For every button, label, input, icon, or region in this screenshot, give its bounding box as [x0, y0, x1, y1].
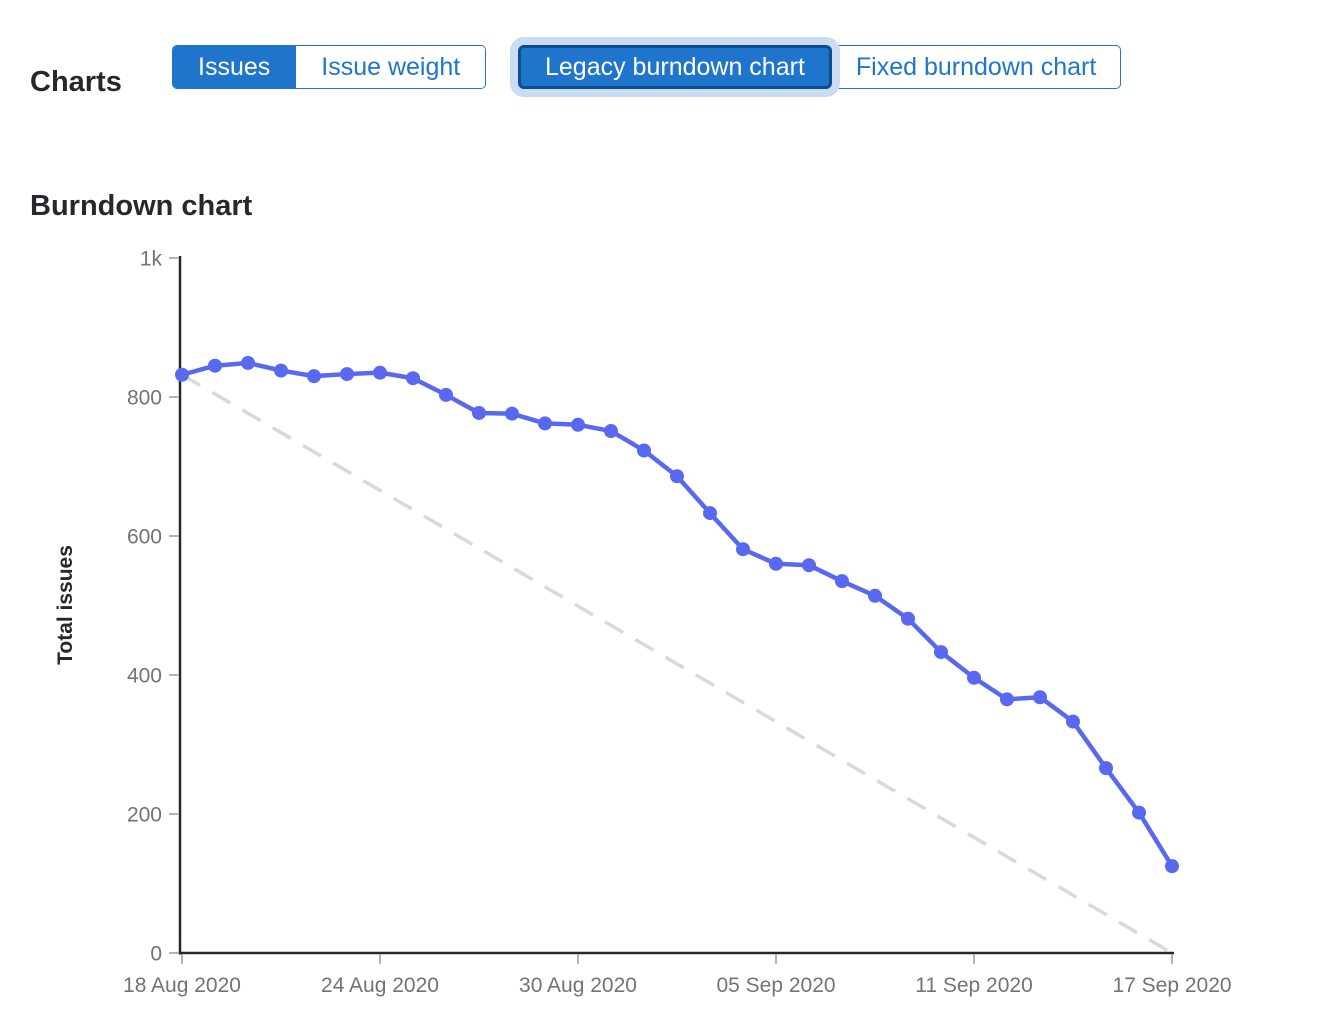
data-point[interactable] [835, 574, 849, 589]
burndown-line [179, 360, 1175, 869]
data-point[interactable] [571, 417, 585, 432]
data-point[interactable] [1165, 859, 1179, 874]
burndown-chart: 0 200 400 600 800 1k 18 Aug 2020 24 Aug 2020 30 … [54, 248, 1232, 998]
y-tick-label: 400 [127, 665, 162, 688]
data-point[interactable] [373, 365, 387, 380]
data-point[interactable] [208, 358, 222, 373]
data-point[interactable] [967, 670, 981, 685]
burndown-type-toggle: Legacy burndown chart Fixed burndown cha… [518, 45, 1122, 89]
data-point[interactable] [505, 406, 519, 421]
data-point[interactable] [1066, 714, 1080, 729]
data-point[interactable] [472, 405, 486, 420]
data-point[interactable] [670, 469, 684, 484]
x-tick-label: 11 Sep 2020 [915, 974, 1033, 997]
y-tick-label: 1k [140, 248, 163, 271]
data-point[interactable] [769, 556, 783, 571]
data-point[interactable] [406, 371, 420, 386]
x-tick-label: 30 Aug 2020 [519, 974, 637, 997]
data-point[interactable] [868, 588, 882, 603]
legacy-burndown-chart-button[interactable]: Legacy burndown chart [518, 45, 832, 89]
data-point[interactable] [1033, 690, 1047, 705]
data-point[interactable] [340, 367, 354, 382]
x-tick-label: 05 Sep 2020 [716, 974, 835, 997]
data-point[interactable] [175, 367, 189, 382]
y-tick-label: 800 [127, 387, 162, 410]
chart-title: Burndown chart [30, 190, 253, 223]
x-tick-label: 17 Sep 2020 [1112, 974, 1231, 997]
data-point[interactable] [1099, 761, 1113, 776]
data-point[interactable] [637, 443, 651, 458]
data-point[interactable] [736, 542, 750, 557]
y-axis-label: Total issues [54, 545, 77, 665]
data-point[interactable] [604, 424, 618, 439]
page-title: Charts [30, 66, 122, 99]
fixed-burndown-chart-button[interactable]: Fixed burndown chart [830, 45, 1122, 89]
y-tick-label: 0 [150, 943, 162, 966]
x-tick-label: 24 Aug 2020 [321, 974, 439, 997]
ideal-burndown-guideline [181, 373, 1173, 955]
data-point[interactable] [703, 506, 717, 521]
data-point[interactable] [901, 611, 915, 626]
y-tick-label: 200 [127, 804, 162, 827]
issues-toggle-button[interactable]: Issues [173, 46, 296, 88]
data-point[interactable] [1000, 692, 1014, 707]
data-point[interactable] [274, 363, 288, 378]
data-point[interactable] [241, 355, 255, 370]
y-tick-label: 600 [127, 526, 162, 549]
data-point[interactable] [802, 558, 816, 573]
data-point[interactable] [307, 369, 321, 384]
data-point[interactable] [538, 416, 552, 431]
x-tick-label: 18 Aug 2020 [123, 974, 241, 997]
chart-type-toggle: Issues Issue weight [172, 45, 487, 89]
data-point[interactable] [1132, 805, 1146, 820]
data-point[interactable] [439, 387, 453, 402]
issue-weight-toggle-button[interactable]: Issue weight [295, 46, 486, 88]
data-point[interactable] [934, 645, 948, 660]
